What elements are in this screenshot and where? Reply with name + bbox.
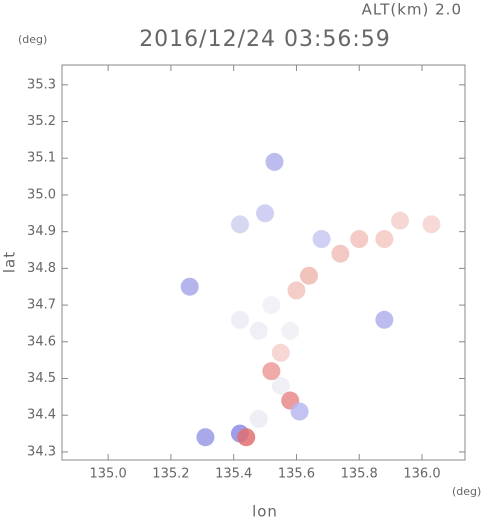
x-tick-label: 135.0: [90, 467, 127, 482]
echo-cell: [196, 428, 215, 447]
y-tick-label: 35.0: [27, 187, 56, 202]
echo-cell: [375, 310, 394, 329]
echo-cell: [265, 152, 284, 171]
x-unit: (deg): [452, 485, 481, 498]
y-tick-label: 35.1: [27, 151, 56, 166]
echo-cell: [287, 281, 306, 300]
echo-cell: [300, 266, 319, 285]
plot-frame: [61, 64, 466, 461]
x-tick-label: 135.2: [152, 467, 189, 482]
echo-cell: [237, 428, 256, 447]
echo-cell: [262, 362, 281, 381]
echo-cell: [331, 244, 350, 263]
echo-cell: [230, 215, 249, 234]
echo-cell: [422, 215, 441, 234]
echo-cell: [271, 376, 290, 395]
y-tick-label: 34.4: [27, 408, 56, 423]
echo-cell: [249, 321, 268, 340]
echo-cell: [312, 230, 331, 249]
echo-cell: [350, 230, 369, 249]
y-tick-label: 34.5: [27, 371, 56, 386]
echo-cell: [271, 343, 290, 362]
echo-cell: [249, 409, 268, 428]
echo-cell: [290, 402, 309, 421]
y-tick-label: 34.7: [27, 298, 56, 313]
echo-cell: [230, 310, 249, 329]
echo-cell: [180, 277, 199, 296]
y-unit: (deg): [18, 33, 47, 46]
y-tick-label: 34.3: [27, 444, 56, 459]
y-tick-label: 35.2: [27, 114, 56, 129]
y-tick-label: 34.8: [27, 261, 56, 276]
x-tick-label: 135.4: [215, 467, 252, 482]
y-tick-label: 35.3: [27, 77, 56, 92]
echo-cell: [391, 211, 410, 230]
x-tick-label: 136.0: [403, 467, 440, 482]
echo-cell: [262, 296, 281, 315]
echo-cell: [256, 204, 275, 223]
y-axis-label: lat: [1, 251, 19, 273]
x-tick-label: 135.6: [278, 467, 315, 482]
altitude-label: ALT(km) 2.0: [362, 1, 462, 19]
echo-cell: [375, 230, 394, 249]
chart-title: 2016/12/24 03:56:59: [139, 27, 391, 52]
x-axis-label: lon: [252, 503, 278, 521]
echo-cell: [281, 321, 300, 340]
y-tick-label: 34.6: [27, 334, 56, 349]
x-tick-label: 135.8: [341, 467, 378, 482]
y-tick-label: 34.9: [27, 224, 56, 239]
